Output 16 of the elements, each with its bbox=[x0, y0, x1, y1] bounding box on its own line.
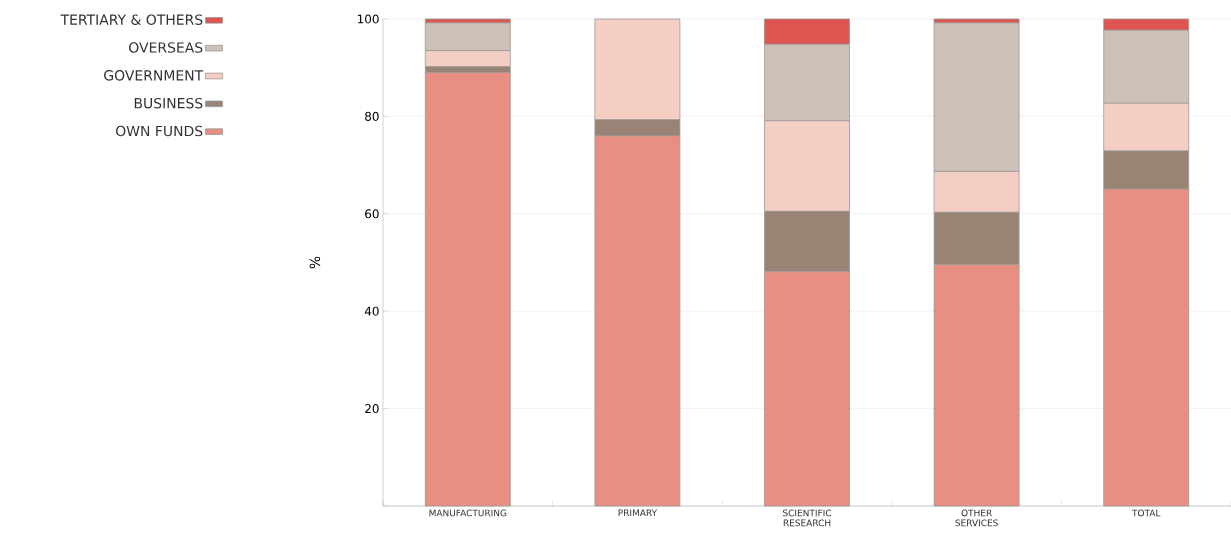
legend-label: TERTIARY & OTHERS bbox=[60, 14, 203, 25]
x-tick-label: PRIMARY bbox=[618, 509, 658, 517]
x-tick-label: SCIENTIFIC RESEARCH bbox=[783, 509, 832, 527]
x-tick-label: MANUFACTURING bbox=[429, 509, 507, 517]
y-tick-label: 100 bbox=[357, 14, 379, 24]
y-tick-label: 80 bbox=[365, 111, 379, 121]
y-axis-title: % bbox=[309, 256, 321, 269]
y-tick-label: 20 bbox=[365, 404, 379, 414]
x-tick-label: OTHER SERVICES bbox=[955, 509, 998, 527]
legend-label: GOVERNMENT bbox=[104, 70, 204, 81]
legend-label: OVERSEAS bbox=[129, 42, 203, 53]
x-tick-label: TOTAL bbox=[1131, 509, 1161, 517]
legend-label: OWN FUNDS bbox=[116, 125, 203, 137]
y-tick-label: 40 bbox=[364, 306, 379, 316]
legend-label: BUSINESS bbox=[134, 97, 203, 109]
y-tick-label: 60 bbox=[365, 209, 379, 219]
